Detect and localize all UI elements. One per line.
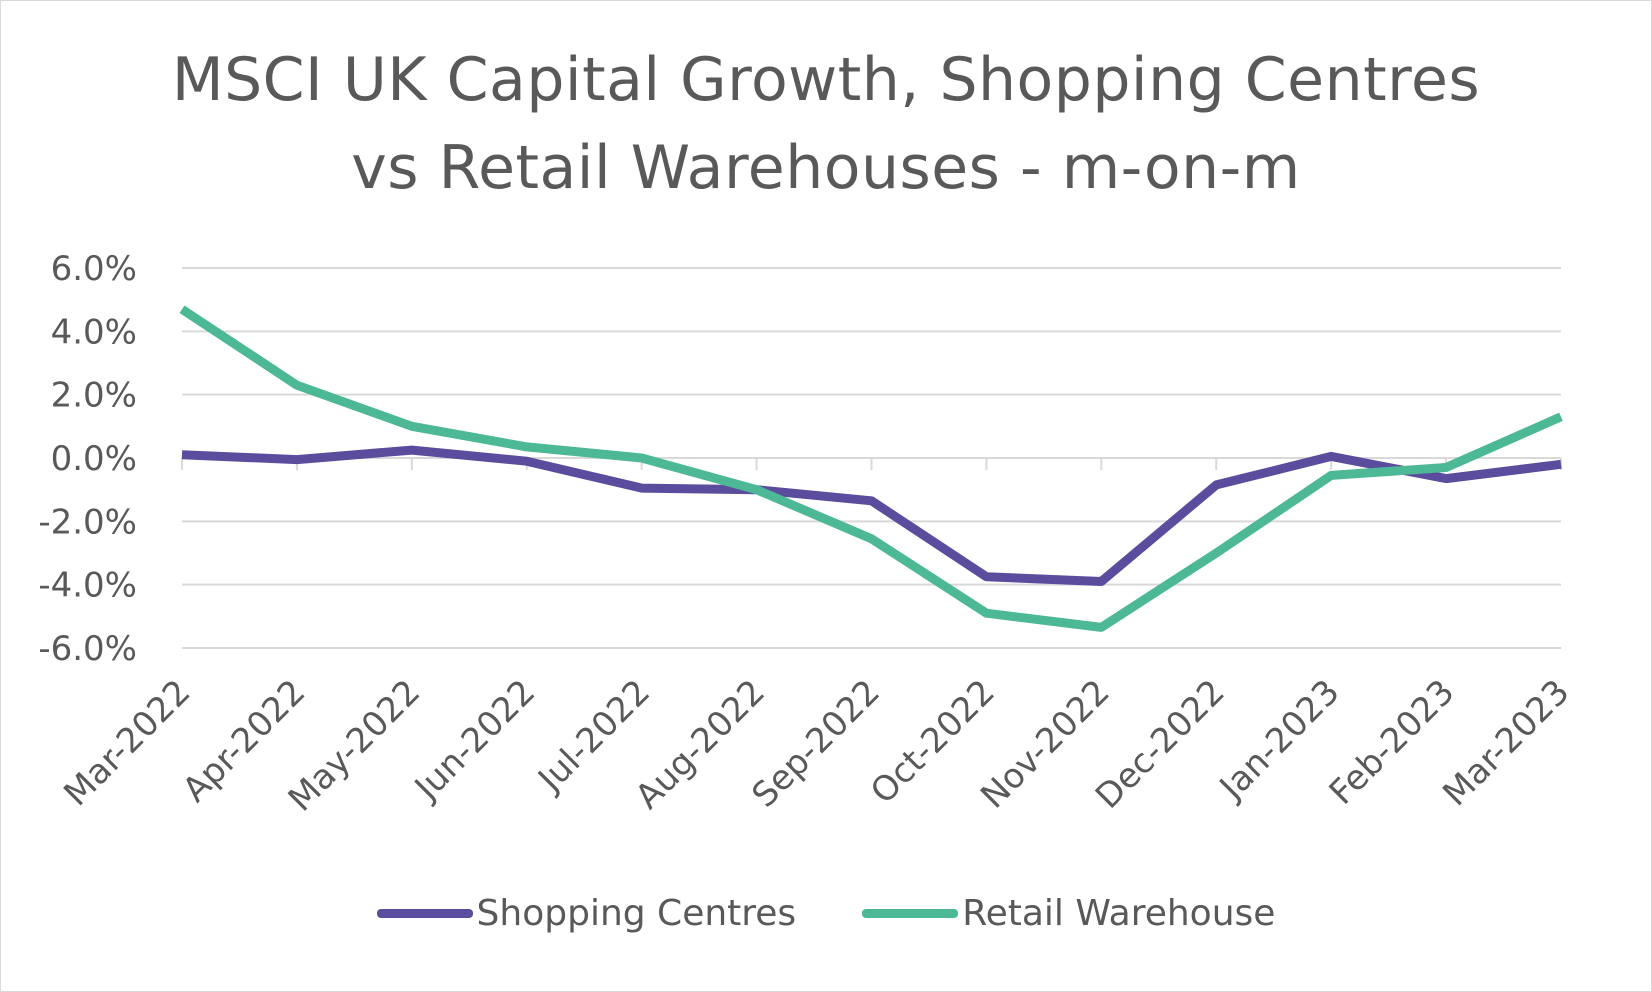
legend-item-shopping-centres: Shopping Centres (376, 893, 797, 934)
y-tick-label: 0.0% (51, 439, 137, 479)
chart-title: MSCI UK Capital Growth, Shopping Centres… (0, 36, 1652, 212)
y-tick-label: -4.0% (38, 566, 137, 606)
x-tick-label: Jun-2022 (406, 672, 543, 809)
chart-title-line-2: vs Retail Warehouses - m-on-m (351, 133, 1301, 203)
legend-label-shopping-centres: Shopping Centres (476, 893, 797, 934)
x-tick-label: Mar-2022 (56, 672, 198, 814)
legend-swatch-shopping-centres (376, 909, 473, 918)
y-tick-label: -2.0% (38, 502, 137, 542)
series-line-shopping-centres (181, 445, 1562, 586)
y-tick-label: 6.0% (51, 249, 137, 289)
y-tick-label: 2.0% (51, 376, 137, 416)
legend: Shopping Centres Retail Warehouse (0, 893, 1652, 934)
y-tick-label: -6.0% (38, 629, 137, 669)
legend-swatch-retail-warehouse (862, 909, 959, 918)
legend-item-retail-warehouse: Retail Warehouse (862, 893, 1275, 934)
series-line-retail-warehouse (179, 305, 1563, 632)
chart-title-line-1: MSCI UK Capital Growth, Shopping Centres (171, 45, 1481, 115)
x-tick-label: Mar-2023 (1435, 672, 1577, 814)
y-tick-label: 4.0% (51, 312, 137, 352)
legend-label-retail-warehouse: Retail Warehouse (962, 893, 1276, 934)
